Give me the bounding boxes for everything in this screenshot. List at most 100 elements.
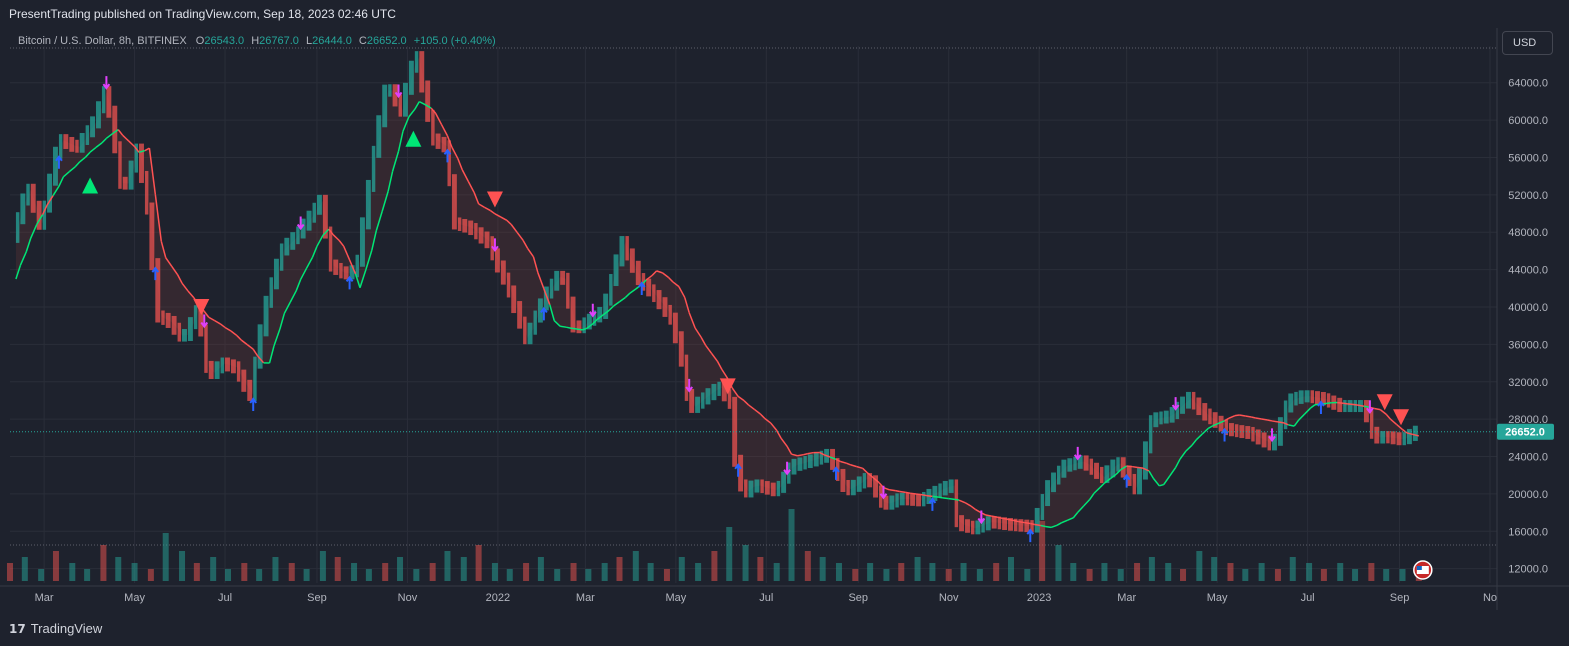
buy-arrow-icon xyxy=(345,275,354,290)
sell-arrow-icon xyxy=(102,76,111,90)
trailing-stop-segment xyxy=(704,344,713,354)
trailing-stop-segment xyxy=(440,124,449,137)
trailing-stop-segment xyxy=(905,491,911,494)
trailing-stop-segment xyxy=(1040,524,1046,528)
price-candle xyxy=(830,448,836,470)
trailing-stop-segment xyxy=(1056,522,1062,526)
price-candle xyxy=(101,86,106,114)
price-candle xyxy=(1094,462,1099,479)
currency-button[interactable]: USD xyxy=(1502,31,1553,55)
trailing-stop-segment xyxy=(613,301,620,307)
trailing-stop-segment xyxy=(457,158,464,171)
price-candle xyxy=(300,218,306,239)
trailing-stop-segment xyxy=(1201,427,1209,435)
trailing-stop-segment xyxy=(1228,414,1236,419)
high-label: H xyxy=(251,35,260,47)
x-tick-label: May xyxy=(1207,592,1228,604)
trailing-stop-segment xyxy=(1288,424,1295,427)
trailing-stop-segment xyxy=(52,185,60,197)
trailing-stop-segment xyxy=(1077,505,1085,513)
y-tick-label: 16000.0 xyxy=(1508,526,1548,538)
trailing-stop-segment xyxy=(365,249,373,270)
trailing-stop-segment xyxy=(1406,432,1414,436)
trailing-stop-segment xyxy=(619,296,626,303)
buy-arrow-icon xyxy=(540,306,548,321)
trailing-stop-segment xyxy=(338,240,345,247)
trailing-stop-segment xyxy=(1179,450,1187,460)
trailing-stop-segment xyxy=(899,490,906,494)
trailing-stop-segment xyxy=(1050,524,1058,529)
trailing-stop-segment xyxy=(1099,482,1105,489)
volume-bar xyxy=(1242,569,1249,581)
price-candle xyxy=(20,193,26,225)
trailing-stop-segment xyxy=(111,129,119,135)
trailing-stop-segment xyxy=(1115,469,1122,475)
price-candle xyxy=(543,286,549,311)
price-candle xyxy=(1137,467,1142,495)
trailing-stop-segment xyxy=(354,273,361,289)
price-candle xyxy=(1380,431,1386,444)
x-tick-label: May xyxy=(665,592,686,604)
volume-bar xyxy=(678,557,685,581)
sell-arrow-icon xyxy=(296,216,305,231)
price-chart[interactable]: 64000.0 60000.0 56000.0 52000.0 48000.0 44000… xyxy=(0,28,1569,610)
price-candle xyxy=(856,476,862,492)
price-candle xyxy=(981,518,985,533)
trailing-stop-segment xyxy=(522,239,529,249)
trailing-stop-segment xyxy=(807,451,814,455)
y-tick-label: 36000.0 xyxy=(1508,339,1548,351)
price-candle xyxy=(727,389,732,409)
price-candle xyxy=(1008,518,1013,531)
trailing-stop-segment xyxy=(1120,465,1128,471)
price-candle xyxy=(30,183,36,213)
price-candle xyxy=(392,84,398,107)
low-label: L xyxy=(305,35,313,47)
trailing-stop-segment xyxy=(991,515,998,518)
price-candle xyxy=(689,388,695,413)
trailing-stop-segment xyxy=(764,417,772,424)
trailing-stop-segment xyxy=(230,330,238,337)
trailing-stop-segment xyxy=(866,472,874,479)
volume-bar xyxy=(1306,563,1313,581)
volume-bar xyxy=(616,557,623,581)
price-candle xyxy=(889,495,895,510)
trailing-stop-segment xyxy=(1353,403,1359,406)
price-candle xyxy=(527,322,533,345)
trailing-stop-segment xyxy=(1024,521,1031,525)
price-candle xyxy=(139,143,144,183)
tradingview-logo-icon: 17 xyxy=(9,622,26,636)
trailing-stop-segment xyxy=(667,276,674,283)
trailing-stop-segment xyxy=(829,456,837,461)
footer xyxy=(0,612,1569,646)
price-candle xyxy=(797,457,803,471)
trailing-stop-segment xyxy=(1093,487,1101,494)
price-candle xyxy=(1390,431,1396,445)
volume-bar xyxy=(303,569,310,581)
price-candle xyxy=(290,232,296,250)
price-candle xyxy=(1386,431,1390,444)
trailing-stop-segment xyxy=(1159,483,1164,487)
y-tick-label: 24000.0 xyxy=(1508,452,1548,464)
trailing-stop-segment xyxy=(731,387,739,397)
chart-area[interactable]: 64000.0 60000.0 56000.0 52000.0 48000.0 44000… xyxy=(0,28,1569,610)
trailing-stop-segment xyxy=(381,191,389,212)
volume-bar xyxy=(334,557,341,581)
y-tick-label: 60000.0 xyxy=(1508,115,1548,127)
trailing-stop-segment xyxy=(850,464,857,468)
trailing-stop-segment xyxy=(1083,499,1091,507)
trailing-stop-segment xyxy=(516,231,524,241)
trailing-stop-segment xyxy=(41,204,48,215)
trailing-stop-segment xyxy=(629,288,637,294)
price-candle xyxy=(1013,518,1018,532)
trailing-stop-segment xyxy=(997,516,1003,520)
tradingview-brand[interactable]: 17 TradingView xyxy=(9,621,102,636)
buy-arrow-icon xyxy=(1122,473,1131,488)
price-candle xyxy=(26,183,30,206)
trailing-stop-segment xyxy=(375,211,383,231)
price-candle xyxy=(1347,400,1353,413)
volume-bar xyxy=(914,557,921,581)
volume-bar xyxy=(554,569,561,581)
volume-bar xyxy=(819,557,826,581)
price-candle xyxy=(1163,410,1169,424)
trailing-stop-segment xyxy=(1298,413,1306,421)
